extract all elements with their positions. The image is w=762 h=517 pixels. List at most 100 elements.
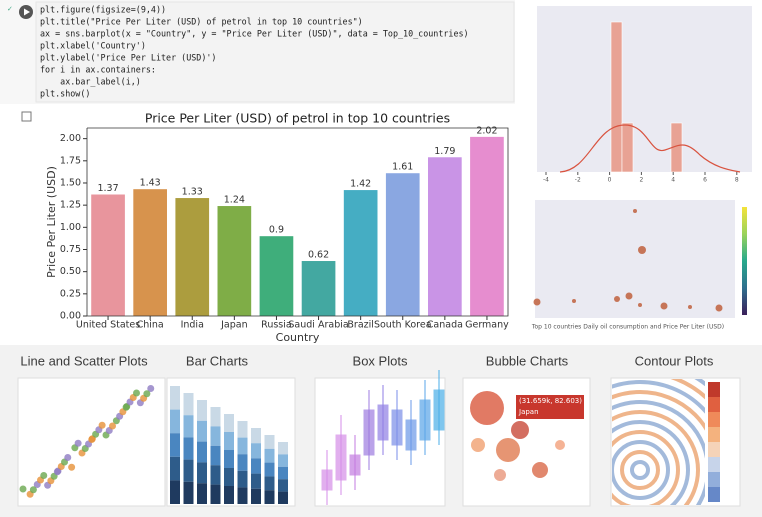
thumb-bar <box>237 437 248 455</box>
bar-value-label: 1.79 <box>434 146 455 157</box>
thumb-bar <box>210 465 221 485</box>
bar-value-label: 1.37 <box>97 183 118 194</box>
bar <box>175 198 210 316</box>
thumb-bar <box>197 400 207 421</box>
thumb-dot <box>64 454 72 461</box>
thumb-dot <box>68 463 76 471</box>
thumb-dot <box>109 422 116 430</box>
y-tick-label: 2.00 <box>60 133 81 144</box>
colorbar <box>742 207 747 315</box>
code-line: plt.ylabel('Price Per Liter (USD)') <box>40 53 216 63</box>
thumb-bubble <box>496 438 520 462</box>
thumb-contour <box>630 460 650 480</box>
y-tick-label: 1.25 <box>60 200 81 211</box>
thumb-bar <box>278 491 288 504</box>
bubble <box>614 296 620 302</box>
bubble <box>638 246 646 254</box>
dist-bar <box>610 21 623 173</box>
thumb-box <box>321 469 333 491</box>
code-editor <box>35 1 515 103</box>
thumb-box <box>349 454 361 476</box>
bubble <box>660 302 668 310</box>
thumb-dot <box>40 472 48 479</box>
thumb-dot <box>143 390 151 398</box>
dist-tick-label: 2 <box>639 177 643 184</box>
bar-value-label: 0.62 <box>308 250 329 261</box>
gallery-label: Box Plots <box>353 353 408 368</box>
x-tick-label: Canada <box>427 320 463 331</box>
dist-tick-label: -4 <box>543 177 549 184</box>
thumb-box <box>405 419 417 451</box>
thumb-dot <box>133 389 140 397</box>
thumb-contour <box>620 450 660 490</box>
bubble <box>572 299 576 303</box>
output-icon <box>21 111 32 122</box>
chart-title: Price Per Liter (USD) of petrol in top 1… <box>145 111 450 126</box>
bubble <box>688 305 692 309</box>
thumb-bar <box>264 448 275 463</box>
thumb-bar <box>237 487 248 504</box>
thumb-bar <box>264 490 275 504</box>
x-tick-label: Saudi Arabia <box>288 320 348 331</box>
thumb-bar <box>197 441 207 463</box>
thumb-bar <box>197 462 207 484</box>
y-tick-label: 0.75 <box>60 244 81 255</box>
thumb-bar <box>224 432 234 450</box>
x-axis-label: Country <box>276 331 320 344</box>
kde-curve <box>559 124 741 173</box>
thumb-bar <box>224 468 234 486</box>
bubble <box>533 298 541 306</box>
y-tick-label: 1.50 <box>60 177 81 188</box>
thumb-bar <box>251 473 261 489</box>
bar <box>343 190 378 316</box>
bar-value-label: 1.42 <box>350 179 371 190</box>
thumb-bar <box>251 428 261 444</box>
thumb-bubble <box>532 462 548 478</box>
thumb-bar <box>264 435 275 449</box>
bar <box>133 189 167 316</box>
y-tick-label: 1.75 <box>60 155 81 166</box>
bubble-caption: Top 10 countries Daily oil consumption a… <box>531 324 724 331</box>
thumb-bubble <box>471 438 485 452</box>
thumb-box <box>377 404 389 441</box>
thumb-bar <box>224 486 234 504</box>
bar-value-label: 0.9 <box>269 225 284 236</box>
thumb-bar <box>224 414 234 432</box>
y-axis-label: Price Per Liter (USD) <box>45 166 58 278</box>
code-line: plt.show() <box>40 89 90 99</box>
bar <box>259 236 294 316</box>
thumb-dot <box>122 403 130 411</box>
bar-value-label: 1.24 <box>224 195 245 206</box>
thumb-contour <box>612 440 670 500</box>
thumb-colorbar <box>708 412 720 427</box>
thumb-dot <box>88 436 96 443</box>
thumb-bar <box>278 442 288 455</box>
thumb-bar <box>183 481 194 504</box>
x-tick-label: Russia <box>261 320 292 331</box>
thumb-bubble <box>511 421 529 439</box>
dist-tick-label: 0 <box>608 177 612 184</box>
distplot-panel <box>537 6 752 172</box>
bubble-panel <box>535 200 735 318</box>
thumb-bar <box>278 479 288 492</box>
thumb-bar <box>197 420 207 442</box>
thumb-bar <box>183 459 194 482</box>
thumb-bar <box>210 407 221 427</box>
thumb-bar <box>278 466 288 480</box>
thumb-box <box>363 409 375 456</box>
dist-bar <box>621 122 634 173</box>
thumb-bar <box>170 433 180 457</box>
y-tick-label: 1.00 <box>60 222 81 233</box>
thumb-bar <box>170 480 180 504</box>
thumb-colorbar <box>708 442 720 457</box>
bubble <box>638 303 642 307</box>
thumb-box <box>419 399 431 441</box>
thumb-colorbar <box>708 487 720 502</box>
bar-value-label: 1.33 <box>182 187 203 198</box>
thumb-dot <box>147 385 155 392</box>
x-tick-label: India <box>181 320 204 331</box>
bubble <box>715 304 723 312</box>
thumb-bar <box>183 415 194 438</box>
x-tick-label: United States <box>76 320 140 331</box>
thumb-dot <box>29 486 37 494</box>
